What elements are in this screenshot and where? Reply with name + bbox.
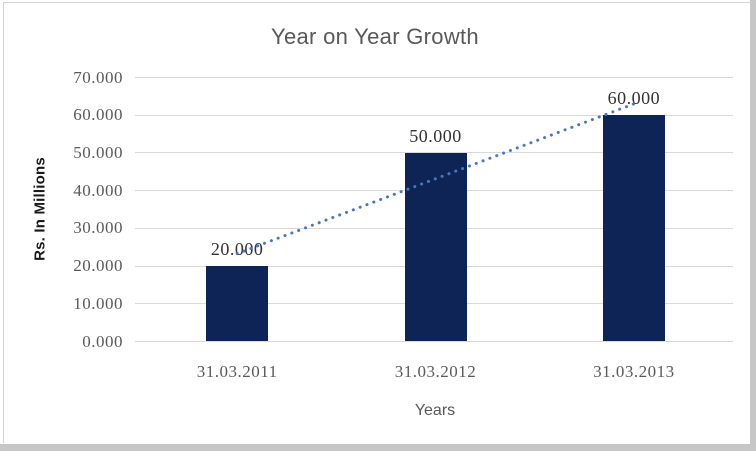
x-axis-title: Years [414, 402, 456, 419]
y-tick-label: 40.000 [73, 180, 123, 200]
gridline [135, 341, 733, 342]
data-label: 50.000 [409, 125, 462, 146]
bar [404, 152, 467, 342]
x-tick-label: 31.03.2011 [196, 362, 278, 381]
y-tick-label: 20.000 [73, 256, 123, 276]
y-tick-label: 0.000 [82, 331, 123, 351]
y-tick-label: 60.000 [73, 105, 123, 125]
y-axis-title: Rs. In Millions [31, 157, 49, 261]
y-tick-label: 70.000 [73, 67, 123, 87]
chart-border-left [3, 2, 4, 443]
y-tick-label: 30.000 [73, 218, 123, 238]
data-label: 20.000 [210, 239, 264, 260]
x-tick-label: 31.03.2012 [394, 362, 477, 381]
y-tick-label: 10.000 [73, 293, 123, 313]
y-tick-label: 50.000 [73, 142, 123, 162]
gridline [135, 77, 733, 78]
bar [602, 115, 665, 342]
chart-title: Year on Year Growth [271, 24, 479, 49]
chart: Year on Year Growth Rs. In Millions 0.00… [0, 0, 750, 444]
bar [206, 266, 269, 342]
chart-border-top [3, 2, 750, 3]
x-tick-label: 31.03.2013 [593, 362, 675, 381]
data-label: 60.000 [607, 88, 661, 109]
